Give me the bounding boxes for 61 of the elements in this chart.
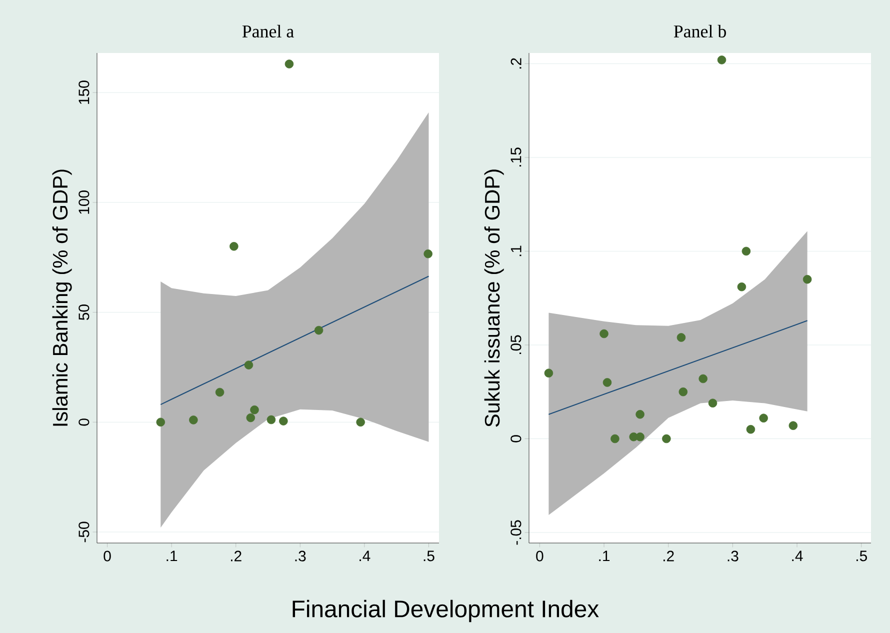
chart-title: Panel a: [242, 24, 294, 38]
point: [600, 329, 608, 338]
chart-title: Panel b: [674, 24, 726, 38]
point: [678, 387, 688, 396]
point: [356, 418, 365, 427]
point: [230, 242, 238, 251]
y-tick-label: 0: [510, 435, 522, 442]
y-tick-label: .05: [510, 335, 522, 354]
point: [742, 246, 751, 256]
x-tick-label: 0: [536, 550, 544, 562]
point: [279, 416, 288, 426]
point: [610, 434, 620, 444]
x-tick-label: .5: [856, 550, 867, 562]
point: [802, 274, 812, 284]
point: [662, 434, 671, 444]
x-tick-label: .5: [424, 550, 434, 562]
y-tick-label: 100: [78, 190, 90, 214]
point: [746, 424, 756, 434]
point: [244, 360, 254, 370]
point: [215, 388, 224, 397]
point: [759, 414, 768, 422]
x-tick-label: .4: [792, 550, 803, 562]
point: [250, 405, 259, 414]
point: [602, 378, 612, 387]
y-tick-label: -.05: [510, 520, 522, 545]
y-axis-title: Sukuk issuance (% of GDP): [484, 170, 504, 427]
point: [636, 410, 644, 419]
point: [708, 398, 718, 408]
y-axis-title: Islamic Banking (% of GDP): [52, 170, 72, 426]
y-tick-label: 0: [78, 418, 90, 426]
y-tick-label: .15: [510, 148, 522, 166]
point: [544, 368, 554, 378]
x-tick-label: .2: [663, 550, 674, 562]
x-tick-label: .3: [295, 550, 306, 562]
x-tick-label: .3: [728, 550, 738, 562]
y-tick-label: .1: [510, 246, 522, 256]
line-series: [548, 320, 808, 415]
point: [189, 416, 198, 424]
point: [314, 326, 324, 335]
point: [717, 56, 726, 64]
y-tick-label: 50: [78, 304, 90, 320]
point: [156, 418, 166, 427]
y-tick-label: 150: [78, 80, 90, 104]
point: [284, 60, 294, 68]
point: [737, 282, 746, 292]
x-tick-label: 0: [104, 550, 111, 562]
y-tick-label: .2: [510, 58, 522, 69]
line-series: [160, 276, 430, 406]
x-tick-label: .4: [360, 550, 370, 562]
point: [676, 333, 686, 342]
x-tick-label: .2: [230, 550, 242, 562]
x-tick-label: .1: [599, 550, 610, 562]
point: [424, 249, 432, 258]
x-tick-label: .1: [166, 550, 178, 562]
x-axis-title: Financial Development Index: [292, 600, 599, 622]
y-tick-label: -50: [78, 522, 90, 542]
point: [698, 374, 708, 384]
point: [788, 421, 798, 430]
point: [636, 432, 644, 442]
point: [266, 415, 276, 424]
point: [246, 413, 256, 422]
